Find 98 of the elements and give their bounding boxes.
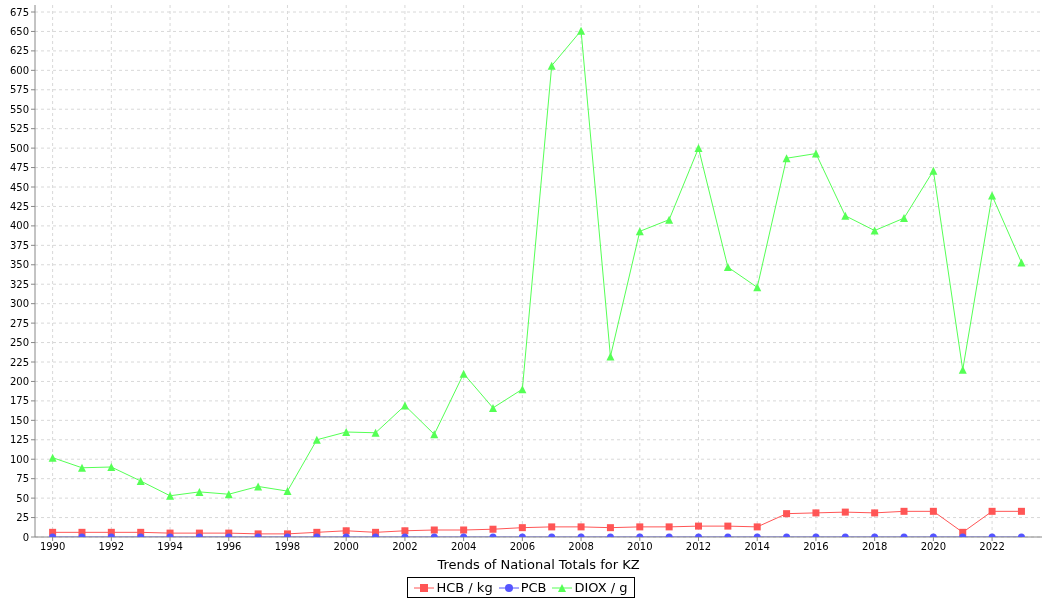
point: [430, 526, 438, 534]
y-tick-label: 75: [16, 473, 29, 485]
point: [811, 149, 820, 158]
y-tick-label: 675: [9, 6, 29, 18]
point: [400, 401, 409, 410]
y-tick-label: 650: [9, 25, 29, 37]
y-tick-label: 175: [9, 395, 29, 407]
point: [783, 510, 791, 518]
x-tick-label: 1990: [39, 541, 66, 553]
y-tick-label: 200: [9, 375, 29, 387]
point: [518, 524, 526, 532]
point: [606, 352, 615, 361]
point: [577, 523, 585, 531]
legend-label: DIOX / g: [574, 580, 628, 595]
point: [929, 166, 938, 175]
point: [577, 26, 586, 35]
point: [342, 428, 351, 436]
x-tick-label: 1998: [274, 541, 301, 553]
x-tick-label: 2006: [509, 541, 536, 553]
point: [548, 523, 556, 531]
y-tick-label: 525: [9, 123, 29, 135]
point: [724, 522, 732, 530]
y-tick-label: 400: [9, 220, 29, 232]
y-tick-label: 275: [9, 317, 29, 329]
point: [77, 463, 86, 472]
y-tick-label: 225: [9, 356, 29, 368]
y-tick-label: 425: [9, 200, 29, 212]
y-tick-label: 0: [22, 531, 29, 543]
point: [547, 61, 556, 70]
x-tick-label: 2016: [803, 541, 829, 553]
y-tick-label: 50: [16, 492, 29, 504]
x-axis-title: Trends of National Totals for KZ: [436, 557, 640, 572]
point: [812, 509, 820, 517]
point: [195, 487, 204, 496]
y-tick-label: 100: [9, 453, 29, 465]
y-tick-label: 550: [9, 103, 29, 115]
point: [48, 453, 57, 462]
y-tick-label: 300: [9, 298, 29, 310]
point: [694, 144, 703, 153]
point: [753, 523, 761, 531]
y-tick-label: 375: [9, 239, 29, 251]
x-tick-label: 2012: [685, 541, 712, 553]
x-tick-label: 1992: [98, 541, 125, 553]
y-tick-label: 125: [9, 434, 29, 446]
point: [695, 522, 702, 530]
point: [870, 226, 879, 235]
point: [958, 365, 967, 374]
legend-label: PCB: [520, 580, 547, 595]
x-tick-label: 2008: [568, 541, 594, 553]
point: [1017, 507, 1025, 515]
point: [782, 154, 791, 163]
x-tick-label: 2010: [627, 541, 653, 553]
x-tick-label: 2020: [920, 541, 947, 553]
point: [988, 507, 996, 515]
y-tick-label: 250: [9, 337, 29, 349]
x-tick-label: 1996: [216, 541, 242, 553]
y-tick-label: 150: [9, 414, 29, 426]
point: [665, 215, 674, 224]
x-tick-label: 1994: [157, 541, 183, 553]
point: [900, 507, 908, 515]
y-tick-label: 475: [9, 162, 29, 174]
point: [136, 477, 145, 485]
x-tick-label: 2000: [333, 541, 359, 553]
point: [371, 428, 380, 437]
y-tick-label: 500: [9, 142, 29, 154]
point: [342, 527, 350, 535]
point: [723, 263, 732, 272]
x-tick-label: 2022: [979, 541, 1005, 553]
y-tick-label: 600: [9, 64, 29, 76]
y-tick-label: 325: [9, 278, 29, 290]
point: [929, 507, 937, 515]
point: [665, 523, 673, 531]
y-tick-label: 350: [9, 259, 29, 271]
point: [283, 487, 292, 496]
x-tick-label: 2018: [861, 541, 888, 553]
point: [401, 527, 409, 535]
point: [900, 214, 909, 223]
point: [459, 369, 468, 378]
point: [841, 211, 850, 220]
point: [636, 523, 644, 531]
x-tick-label: 2004: [450, 541, 477, 553]
legend-label: HCB / kg: [436, 580, 493, 595]
point: [488, 403, 497, 412]
point: [460, 526, 468, 534]
point: [312, 435, 321, 444]
point: [841, 508, 849, 516]
point: [489, 525, 497, 533]
point: [107, 463, 116, 471]
y-tick-label: 450: [9, 181, 29, 193]
point: [606, 524, 614, 532]
x-tick-label: 2002: [392, 541, 418, 553]
point: [871, 509, 879, 517]
y-tick-label: 25: [16, 512, 29, 524]
y-tick-label: 625: [9, 45, 29, 57]
x-tick-label: 2014: [744, 541, 770, 553]
point: [166, 491, 175, 500]
point: [988, 191, 997, 200]
y-tick-label: 575: [9, 84, 29, 96]
